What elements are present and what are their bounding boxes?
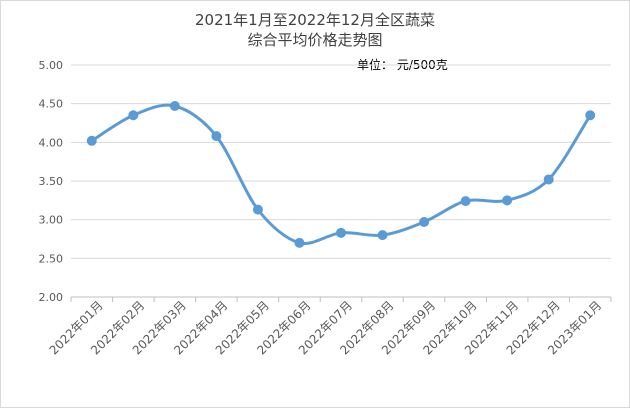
y-tick-label: 3.00	[39, 214, 64, 227]
data-point	[128, 110, 139, 121]
chart-title-line-1: 2021年1月至2022年12月全区蔬菜	[195, 11, 435, 29]
y-tick-label: 2.00	[39, 291, 64, 304]
y-tick-label: 4.50	[39, 98, 64, 111]
data-point	[419, 216, 430, 227]
y-tick-label: 3.50	[39, 175, 64, 188]
series-line	[90, 103, 592, 246]
data-point	[211, 131, 222, 142]
y-tick-label: 5.00	[39, 59, 64, 72]
data-point	[294, 237, 305, 248]
y-tick-label: 4.00	[39, 136, 64, 149]
data-point	[336, 227, 346, 238]
data-point	[252, 204, 263, 215]
chart-title-line-2: 综合平均价格走势图	[247, 31, 383, 49]
y-tick-label: 2.50	[39, 252, 64, 265]
data-point	[585, 110, 596, 121]
data-point	[86, 135, 97, 146]
data-point	[460, 196, 471, 207]
data-point	[543, 174, 554, 185]
data-point	[502, 195, 513, 206]
data-point	[377, 230, 388, 241]
data-point	[169, 100, 180, 111]
